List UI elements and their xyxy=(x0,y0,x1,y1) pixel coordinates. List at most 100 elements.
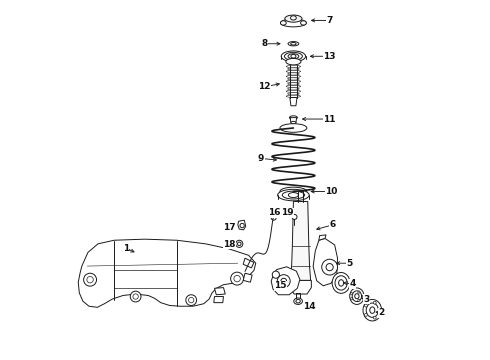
Polygon shape xyxy=(271,267,300,295)
Circle shape xyxy=(292,215,297,220)
Ellipse shape xyxy=(288,93,299,95)
Circle shape xyxy=(326,264,333,271)
Ellipse shape xyxy=(288,41,299,46)
Ellipse shape xyxy=(335,276,347,290)
Circle shape xyxy=(236,240,243,247)
Circle shape xyxy=(358,291,360,293)
Circle shape xyxy=(271,215,276,220)
Polygon shape xyxy=(290,118,296,123)
Ellipse shape xyxy=(363,300,382,321)
Text: 17: 17 xyxy=(223,223,236,232)
Text: 16: 16 xyxy=(268,208,281,217)
Ellipse shape xyxy=(288,83,299,85)
Circle shape xyxy=(238,242,241,246)
Circle shape xyxy=(87,276,93,283)
Ellipse shape xyxy=(285,15,302,22)
Text: 19: 19 xyxy=(281,208,294,217)
Polygon shape xyxy=(243,258,254,268)
Polygon shape xyxy=(290,280,311,294)
Ellipse shape xyxy=(280,124,307,132)
Circle shape xyxy=(277,275,290,288)
Ellipse shape xyxy=(286,80,300,82)
Circle shape xyxy=(186,295,196,306)
Ellipse shape xyxy=(280,21,286,25)
Polygon shape xyxy=(319,235,326,240)
Ellipse shape xyxy=(289,193,298,198)
Text: 13: 13 xyxy=(323,52,336,61)
Polygon shape xyxy=(214,297,223,303)
Circle shape xyxy=(322,259,338,275)
Ellipse shape xyxy=(285,52,302,60)
Circle shape xyxy=(373,301,376,304)
Circle shape xyxy=(379,309,382,312)
Ellipse shape xyxy=(280,187,307,196)
Ellipse shape xyxy=(294,298,302,305)
Ellipse shape xyxy=(288,73,299,75)
Ellipse shape xyxy=(350,288,364,305)
Circle shape xyxy=(272,271,279,278)
Ellipse shape xyxy=(286,66,300,68)
Ellipse shape xyxy=(352,291,362,302)
Circle shape xyxy=(231,272,244,285)
Circle shape xyxy=(240,224,245,228)
Text: 5: 5 xyxy=(346,259,352,268)
Ellipse shape xyxy=(288,88,299,90)
Ellipse shape xyxy=(286,75,300,77)
Ellipse shape xyxy=(286,58,301,65)
Circle shape xyxy=(365,313,368,316)
Text: 1: 1 xyxy=(123,244,129,253)
Ellipse shape xyxy=(332,273,350,293)
Ellipse shape xyxy=(282,191,304,199)
Ellipse shape xyxy=(291,16,296,20)
Circle shape xyxy=(362,295,365,297)
Ellipse shape xyxy=(366,303,378,318)
Text: 3: 3 xyxy=(364,294,370,303)
Circle shape xyxy=(373,316,376,319)
Text: 9: 9 xyxy=(258,154,264,163)
Polygon shape xyxy=(313,238,338,286)
Text: 10: 10 xyxy=(325,187,337,196)
Polygon shape xyxy=(215,288,225,295)
Ellipse shape xyxy=(291,121,296,124)
Polygon shape xyxy=(78,239,256,307)
Text: 11: 11 xyxy=(323,114,336,123)
Polygon shape xyxy=(291,202,311,280)
Text: 6: 6 xyxy=(330,220,336,229)
Ellipse shape xyxy=(286,70,300,73)
Circle shape xyxy=(189,297,194,303)
Polygon shape xyxy=(238,220,245,230)
Ellipse shape xyxy=(288,68,299,70)
Circle shape xyxy=(350,293,353,295)
Text: 14: 14 xyxy=(303,302,316,311)
Polygon shape xyxy=(290,98,297,106)
Ellipse shape xyxy=(280,19,306,27)
Text: 4: 4 xyxy=(349,279,356,288)
Ellipse shape xyxy=(370,307,375,314)
Ellipse shape xyxy=(288,78,299,80)
Polygon shape xyxy=(243,273,252,282)
Circle shape xyxy=(130,291,141,302)
Text: 2: 2 xyxy=(378,308,384,317)
Ellipse shape xyxy=(286,95,300,98)
Text: 8: 8 xyxy=(262,39,268,48)
Ellipse shape xyxy=(281,51,306,62)
Circle shape xyxy=(84,273,97,286)
Text: 7: 7 xyxy=(326,16,332,25)
Ellipse shape xyxy=(286,85,300,87)
Circle shape xyxy=(365,304,368,307)
Ellipse shape xyxy=(339,280,343,286)
Ellipse shape xyxy=(286,90,300,93)
Ellipse shape xyxy=(278,189,309,201)
Circle shape xyxy=(358,299,360,301)
Circle shape xyxy=(133,294,138,299)
Text: 15: 15 xyxy=(274,281,286,290)
Circle shape xyxy=(234,275,240,282)
Text: 12: 12 xyxy=(258,82,271,91)
Circle shape xyxy=(350,298,353,300)
Ellipse shape xyxy=(300,21,306,25)
Ellipse shape xyxy=(355,294,359,299)
Ellipse shape xyxy=(291,54,296,58)
Circle shape xyxy=(281,278,287,284)
Ellipse shape xyxy=(296,300,300,303)
Ellipse shape xyxy=(291,42,296,45)
